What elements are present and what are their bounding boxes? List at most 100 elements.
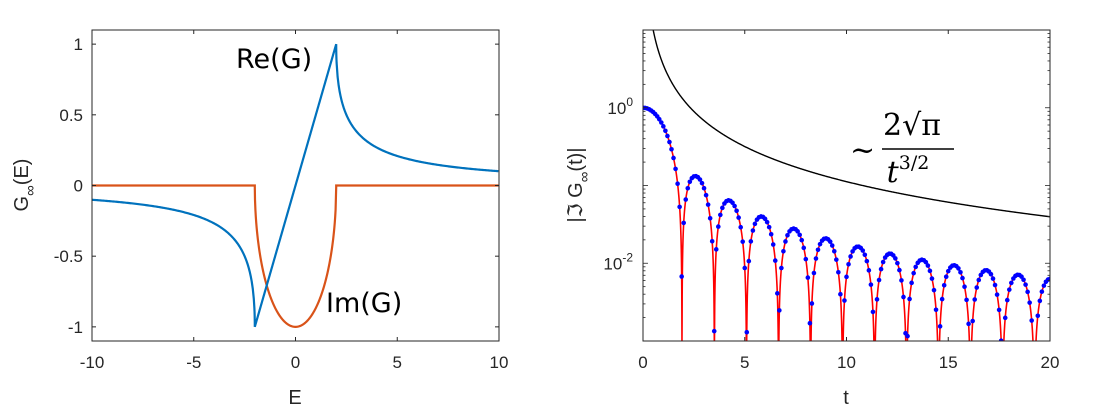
sample-marker (1002, 315, 1008, 321)
sample-marker (709, 238, 715, 244)
left-ytick-label: -0.5 (54, 247, 83, 266)
im-g-curve (92, 184, 499, 328)
sample-marker (939, 296, 945, 302)
sample-marker (943, 274, 949, 280)
sample-marker (671, 155, 676, 161)
sample-marker (893, 256, 898, 261)
sample-marker (860, 248, 866, 253)
sample-marker (673, 166, 678, 172)
left-xtick-label: 5 (393, 353, 402, 372)
right-ytick-base: 10 (607, 99, 626, 118)
sample-marker (905, 333, 910, 339)
sample-marker (945, 268, 951, 274)
sample-marker (907, 296, 912, 302)
sample-marker (956, 266, 961, 271)
left-ytick-label: 0.5 (59, 106, 83, 125)
sample-marker (1047, 276, 1050, 282)
right-ytick-base: 10 (603, 254, 622, 273)
sample-marker (659, 120, 664, 125)
sample-marker (799, 237, 805, 243)
sample-marker (897, 267, 902, 273)
right-xtick-label: 20 (1041, 353, 1060, 372)
right-curves (643, 30, 1050, 341)
sample-marker (663, 128, 668, 134)
sample-marker (972, 297, 977, 302)
sample-marker (748, 239, 754, 244)
sample-marker (990, 276, 996, 281)
left-xtick-label: 0 (291, 353, 300, 372)
sample-marker (785, 232, 790, 238)
sample-marker (1027, 300, 1032, 305)
right-ytick-label: 100 (607, 95, 633, 118)
sample-marker (1025, 289, 1030, 295)
sample-marker (941, 283, 947, 288)
right-ytick-exp: -2 (622, 250, 633, 264)
right-ylabel: |ℑ G∞(t)| (565, 147, 593, 222)
sample-marker (797, 232, 802, 238)
sample-marker (811, 270, 817, 276)
sample-marker (931, 287, 937, 293)
sample-marker (703, 192, 709, 198)
sample-marker (899, 278, 904, 283)
sample-marker (1004, 297, 1010, 303)
asymptote-denominator-base: t (887, 155, 900, 190)
sample-marker (742, 265, 748, 271)
left-xtick-label: 10 (490, 353, 509, 372)
sample-marker (775, 291, 780, 296)
sample-marker (836, 269, 841, 275)
sample-markers (643, 105, 1050, 341)
sample-marker (1039, 289, 1045, 294)
asymptote-denominator: t3/2 (887, 152, 930, 190)
sample-marker (970, 318, 975, 324)
sample-marker (750, 228, 756, 233)
sample-marker (752, 221, 758, 227)
asymptote-tilde: ~ (850, 133, 875, 168)
sample-marker (1037, 298, 1043, 304)
sample-marker (777, 308, 782, 313)
sample-marker (848, 254, 853, 259)
sample-marker (933, 307, 939, 313)
sample-marker (913, 264, 918, 270)
right-ylabel-sub: ∞ (576, 171, 593, 182)
sample-marker (781, 248, 786, 254)
sample-marker (667, 139, 672, 145)
sample-marker (974, 285, 980, 290)
sample-marker (962, 284, 967, 289)
left-ytick-label: 0 (74, 177, 83, 196)
left-ytick-label: -1 (68, 318, 83, 337)
sample-marker (927, 268, 933, 274)
left-curves (91, 43, 499, 328)
sample-marker (817, 241, 823, 247)
sample-marker (1007, 287, 1012, 292)
sample-marker (874, 297, 880, 302)
sample-marker (842, 298, 847, 303)
left-ylabel-sub: ∞ (22, 185, 39, 196)
sample-marker (740, 239, 746, 244)
sample-marker (738, 224, 743, 230)
sample-marker (911, 270, 916, 276)
sample-marker (707, 215, 713, 221)
sample-marker (713, 247, 719, 252)
sample-marker (925, 263, 931, 268)
sample-marker (716, 224, 721, 229)
sample-marker (677, 204, 682, 210)
sample-marker (665, 133, 670, 139)
sample-marker (994, 292, 1000, 297)
sample-marker (718, 212, 723, 218)
right-ytick-exp: 0 (626, 95, 633, 109)
left-ylabel-suffix: (E) (11, 159, 33, 186)
sample-marker (901, 294, 906, 300)
sample-marker (834, 257, 839, 262)
sample-marker (846, 262, 851, 267)
sample-marker (862, 252, 868, 258)
sample-marker (868, 282, 874, 287)
sample-marker (1023, 282, 1028, 287)
re-g-curve (91, 43, 499, 328)
sample-marker (770, 242, 776, 247)
sample-marker (801, 245, 807, 251)
right-ylabel-suffix: (t)| (565, 147, 587, 171)
asymptote-curve (652, 30, 1050, 218)
right-xtick-label: 0 (638, 353, 647, 372)
sample-marker (661, 124, 666, 129)
